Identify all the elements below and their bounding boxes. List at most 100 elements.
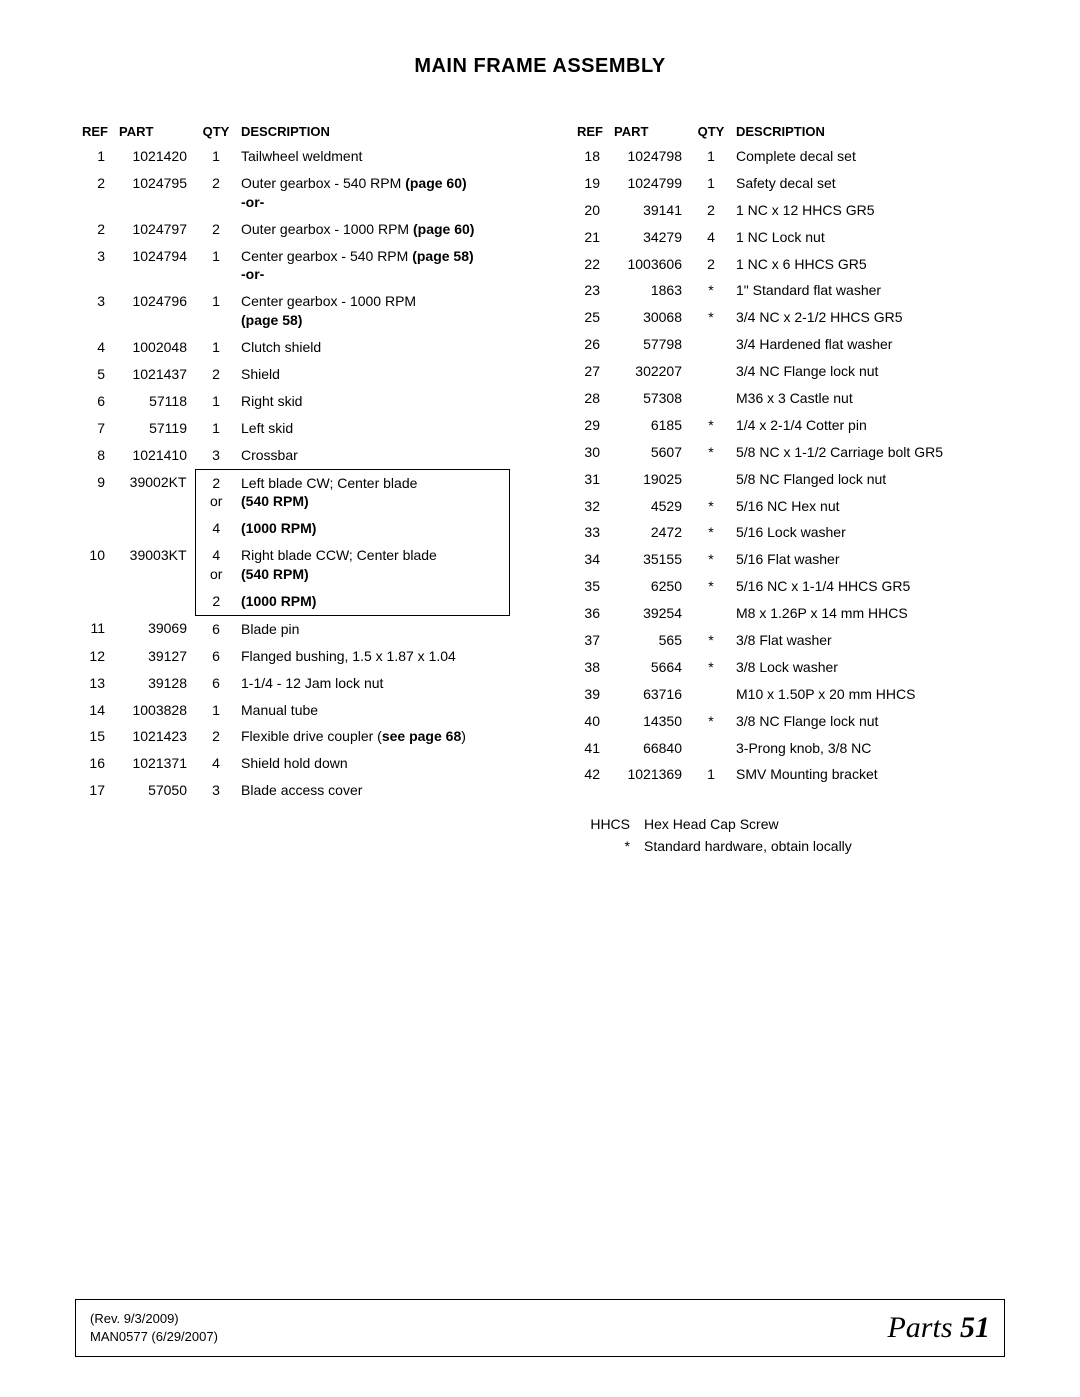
cell-part: 1024797 — [115, 216, 195, 243]
cell-desc: 3/4 Hardened flat washer — [732, 331, 1005, 358]
cell-ref: 20 — [570, 197, 610, 224]
cell-qty: 1 — [195, 388, 237, 415]
cell-ref: 31 — [570, 466, 610, 493]
cell-qty: 3 — [195, 777, 237, 804]
table-row: 133912861-1/4 - 12 Jam lock nut — [75, 670, 510, 697]
cell-part: 1021410 — [115, 442, 195, 469]
page-footer: (Rev. 9/3/2009) MAN0577 (6/29/2007) Part… — [75, 1299, 1005, 1357]
parts-columns: REF PART QTY DESCRIPTION 110214201Tailwh… — [75, 120, 1005, 860]
cell-desc: Right blade CCW; Center blade(540 RPM) — [237, 542, 510, 588]
table-row: 231863*1" Standard flat washer — [570, 277, 1005, 304]
legend-row-hhcs: HHCS Hex Head Cap Screw — [570, 816, 1005, 832]
cell-desc: Left skid — [237, 415, 510, 442]
cell-qty — [690, 681, 732, 708]
cell-part: 30068 — [610, 304, 690, 331]
table-row: 7571191Left skid — [75, 415, 510, 442]
cell-part: 6250 — [610, 573, 690, 600]
cell-desc: 3-Prong knob, 3/8 NC — [732, 735, 1005, 762]
header-ref: REF — [570, 120, 610, 143]
cell-part: 34279 — [610, 224, 690, 251]
cell-part: 57050 — [115, 777, 195, 804]
cell-desc: Outer gearbox - 1000 RPM (page 60) — [237, 216, 510, 243]
table-row: 296185*1/4 x 2-1/4 Cotter pin — [570, 412, 1005, 439]
table-row: 356250*5/16 NC x 1-1/4 HHCS GR5 — [570, 573, 1005, 600]
cell-desc: 3/8 Flat washer — [732, 627, 1005, 654]
cell-qty: 4 — [195, 515, 237, 542]
table-row: 410020481Clutch shield — [75, 334, 510, 361]
cell-desc: M36 x 3 Castle nut — [732, 385, 1005, 412]
cell-part: 39003KT — [115, 542, 195, 588]
cell-qty: 4or — [195, 542, 237, 588]
cell-ref: 3 — [75, 243, 115, 289]
cell-desc: Manual tube — [237, 697, 510, 724]
cell-part: 1021420 — [115, 143, 195, 170]
cell-desc: 5/16 NC x 1-1/4 HHCS GR5 — [732, 573, 1005, 600]
cell-qty: * — [690, 654, 732, 681]
cell-desc: Left blade CW; Center blade(540 RPM) — [237, 469, 510, 515]
cell-ref: 11 — [75, 615, 115, 642]
cell-qty: * — [690, 439, 732, 466]
cell-ref: 29 — [570, 412, 610, 439]
cell-desc: Right skid — [237, 388, 510, 415]
cell-qty — [690, 385, 732, 412]
parts-table-right: REF PART QTY DESCRIPTION 1810247981Compl… — [570, 120, 1005, 788]
cell-qty: 1 — [195, 143, 237, 170]
cell-ref: 30 — [570, 439, 610, 466]
table-row: 6571181Right skid — [75, 388, 510, 415]
footer-section: Parts — [887, 1311, 952, 1344]
cell-part: 39002KT — [115, 469, 195, 515]
header-desc: DESCRIPTION — [732, 120, 1005, 143]
cell-desc: 5/8 NC Flanged lock nut — [732, 466, 1005, 493]
cell-ref: 3 — [75, 288, 115, 334]
cell-desc: Tailwheel weldment — [237, 143, 510, 170]
table-row: 17570503Blade access cover — [75, 777, 510, 804]
cell-ref: 9 — [75, 469, 115, 515]
cell-desc: 3/8 NC Flange lock nut — [732, 708, 1005, 735]
cell-part: 5607 — [610, 439, 690, 466]
header-qty: QTY — [690, 120, 732, 143]
cell-desc: Safety decal set — [732, 170, 1005, 197]
cell-part: 1024796 — [115, 288, 195, 334]
table-row: 385664*3/8 Lock washer — [570, 654, 1005, 681]
cell-part: 1021369 — [610, 761, 690, 788]
cell-qty: 1 — [690, 761, 732, 788]
cell-qty: 1 — [195, 288, 237, 334]
legend-key: * — [570, 838, 644, 854]
cell-qty: * — [690, 304, 732, 331]
page-title: MAIN FRAME ASSEMBLY — [75, 55, 1005, 78]
cell-desc: (1000 RPM) — [237, 588, 510, 615]
table-row: 310247941Center gearbox - 540 RPM (page … — [75, 243, 510, 289]
cell-part: 57308 — [610, 385, 690, 412]
table-row: 3639254M8 x 1.26P x 14 mm HHCS — [570, 600, 1005, 627]
table-row: 4014350*3/8 NC Flange lock nut — [570, 708, 1005, 735]
cell-part: 5664 — [610, 654, 690, 681]
cell-desc: M8 x 1.26P x 14 mm HHCS — [732, 600, 1005, 627]
cell-desc: Blade pin — [237, 615, 510, 642]
cell-qty: 1 — [690, 143, 732, 170]
cell-qty: * — [690, 277, 732, 304]
cell-part: 57798 — [610, 331, 690, 358]
table-row: 3963716M10 x 1.50P x 20 mm HHCS — [570, 681, 1005, 708]
table-row: 1510214232Flexible drive coupler (see pa… — [75, 723, 510, 750]
cell-part — [115, 588, 195, 615]
cell-part: 57118 — [115, 388, 195, 415]
cell-qty — [690, 466, 732, 493]
cell-qty: 1 — [195, 697, 237, 724]
cell-part: 39069 — [115, 615, 195, 642]
cell-part: 14350 — [610, 708, 690, 735]
cell-desc: 1-1/4 - 12 Jam lock nut — [237, 670, 510, 697]
table-row: 213427941 NC Lock nut — [570, 224, 1005, 251]
cell-desc: Center gearbox - 1000 RPM(page 58) — [237, 288, 510, 334]
cell-ref: 42 — [570, 761, 610, 788]
table-row: 324529*5/16 NC Hex nut — [570, 493, 1005, 520]
cell-ref: 8 — [75, 442, 115, 469]
cell-part: 63716 — [610, 681, 690, 708]
cell-part: 1021423 — [115, 723, 195, 750]
table-row: 41668403-Prong knob, 3/8 NC — [570, 735, 1005, 762]
cell-part: 1863 — [610, 277, 690, 304]
cell-qty: 1 — [195, 243, 237, 289]
table-row: 510214372Shield — [75, 361, 510, 388]
table-row: 4(1000 RPM) — [75, 515, 510, 542]
cell-part: 302207 — [610, 358, 690, 385]
cell-ref: 10 — [75, 542, 115, 588]
